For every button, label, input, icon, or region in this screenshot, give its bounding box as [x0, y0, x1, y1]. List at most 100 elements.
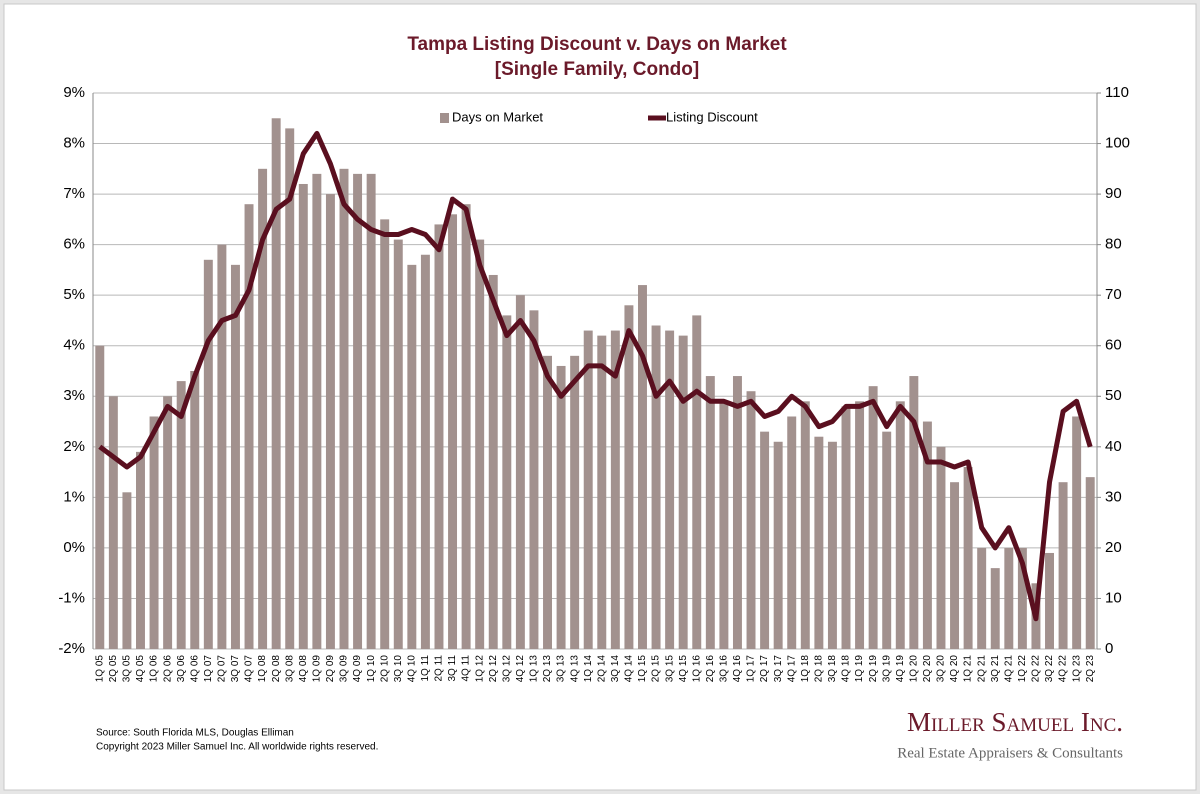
bar	[678, 335, 688, 649]
x-tick-label: 4Q 22	[1058, 655, 1069, 683]
y2-tick-label: 10	[1105, 589, 1122, 606]
x-tick-label: 2Q 14	[596, 655, 607, 683]
bar	[665, 330, 675, 649]
bar	[936, 446, 946, 649]
x-tick-label: 4Q 08	[298, 655, 309, 683]
x-tick-label: 3Q 06	[176, 655, 187, 683]
y-tick-label: 1%	[63, 488, 85, 505]
legend-swatch	[440, 113, 449, 123]
bar	[149, 416, 159, 649]
bar	[732, 376, 742, 649]
y-tick-label: 9%	[63, 84, 85, 101]
y-tick-label: 8%	[63, 135, 85, 152]
x-tick-label: 2Q 05	[108, 655, 119, 683]
bar	[624, 305, 634, 649]
logo-name: Miller Samuel Inc.	[907, 707, 1123, 737]
x-tick-label: 2Q 09	[325, 655, 336, 683]
y2-tick-label: 110	[1105, 84, 1129, 101]
bar	[977, 547, 987, 649]
bar	[638, 285, 647, 649]
bar	[190, 371, 200, 649]
bar	[895, 401, 905, 649]
x-tick-label: 4Q 13	[569, 655, 580, 683]
x-tick-label: 1Q 18	[800, 655, 811, 683]
x-tick-label: 3Q 11	[447, 655, 458, 682]
x-tick-label: 4Q 19	[895, 655, 906, 683]
y2-tick-label: 30	[1105, 488, 1122, 505]
bar	[841, 406, 851, 649]
x-tick-label: 1Q 06	[149, 655, 160, 683]
x-tick-label: 1Q 13	[529, 655, 540, 683]
y-tick-label: 0%	[63, 539, 85, 556]
x-tick-label: 1Q 08	[257, 655, 268, 683]
x-tick-label: 2Q 13	[542, 655, 553, 683]
x-tick-label: 4Q 07	[244, 655, 255, 683]
bar	[1004, 547, 1014, 649]
x-tick-label: 3Q 07	[230, 655, 241, 683]
x-tick-label: 2Q 10	[379, 655, 390, 683]
x-tick-label: 1Q 10	[366, 655, 377, 683]
x-tick-label: 4Q 21	[1003, 655, 1014, 683]
x-tick-label: 4Q 18	[841, 655, 852, 683]
y2-tick-label: 60	[1105, 337, 1122, 354]
y-tick-label: 6%	[63, 236, 85, 253]
y2-tick-label: 90	[1105, 185, 1122, 202]
bar	[773, 441, 783, 649]
bar	[434, 224, 444, 649]
chart-title: Tampa Listing Discount v. Days on Market	[407, 34, 787, 55]
x-tick-label: 1Q 15	[637, 655, 648, 683]
y2-tick-label: 100	[1105, 135, 1130, 152]
x-tick-label: 4Q 20	[949, 655, 960, 683]
bar	[760, 431, 770, 649]
bar	[448, 214, 458, 650]
x-tick-label: 1Q 11	[420, 655, 431, 682]
bar	[1017, 547, 1027, 649]
x-tick-label: 3Q 14	[610, 655, 621, 683]
bar	[475, 239, 485, 649]
bar	[461, 204, 471, 649]
x-tick-label: 3Q 15	[664, 655, 675, 683]
bar	[963, 467, 973, 649]
legend-label: Listing Discount	[666, 109, 758, 124]
x-tick-label: 2Q 16	[705, 655, 716, 683]
x-tick-label: 3Q 16	[719, 655, 730, 683]
x-tick-label: 3Q 18	[827, 655, 838, 683]
bar	[217, 244, 227, 650]
bar	[271, 118, 281, 650]
y-tick-label: -1%	[58, 589, 85, 606]
bar	[298, 183, 308, 649]
x-tick-label: 3Q 08	[284, 655, 295, 683]
bar	[244, 204, 254, 649]
legend-label: Days on Market	[452, 109, 543, 124]
y-tick-label: 3%	[63, 387, 85, 404]
x-tick-label: 2Q 07	[217, 655, 228, 683]
x-tick-label: 4Q 06	[189, 655, 200, 683]
bar	[515, 295, 525, 649]
bar	[163, 396, 173, 649]
bar	[407, 264, 417, 649]
y2-tick-label: 80	[1105, 236, 1122, 253]
bar	[583, 330, 593, 649]
x-tick-label: 3Q 12	[501, 655, 512, 683]
bar	[800, 401, 810, 649]
x-tick-label: 4Q 12	[515, 655, 526, 683]
bar	[922, 421, 932, 649]
x-tick-label: 2Q 08	[271, 655, 282, 683]
x-tick-label: 4Q 15	[678, 655, 689, 683]
x-tick-label: 1Q 23	[1071, 655, 1082, 683]
bar	[814, 436, 824, 649]
y2-tick-label: 50	[1105, 387, 1122, 404]
bar	[882, 431, 892, 649]
bar	[258, 168, 268, 649]
x-tick-label: 2Q 23	[1085, 655, 1096, 683]
x-tick-label: 3Q 19	[881, 655, 892, 683]
bar	[108, 396, 118, 649]
bar	[339, 168, 349, 649]
bar	[1085, 477, 1095, 649]
bar	[610, 330, 620, 649]
x-tick-label: 3Q 13	[556, 655, 567, 683]
bar	[868, 386, 878, 649]
x-tick-label: 4Q 16	[732, 655, 743, 683]
x-tick-label: 4Q 05	[135, 655, 146, 683]
bar	[325, 194, 335, 649]
